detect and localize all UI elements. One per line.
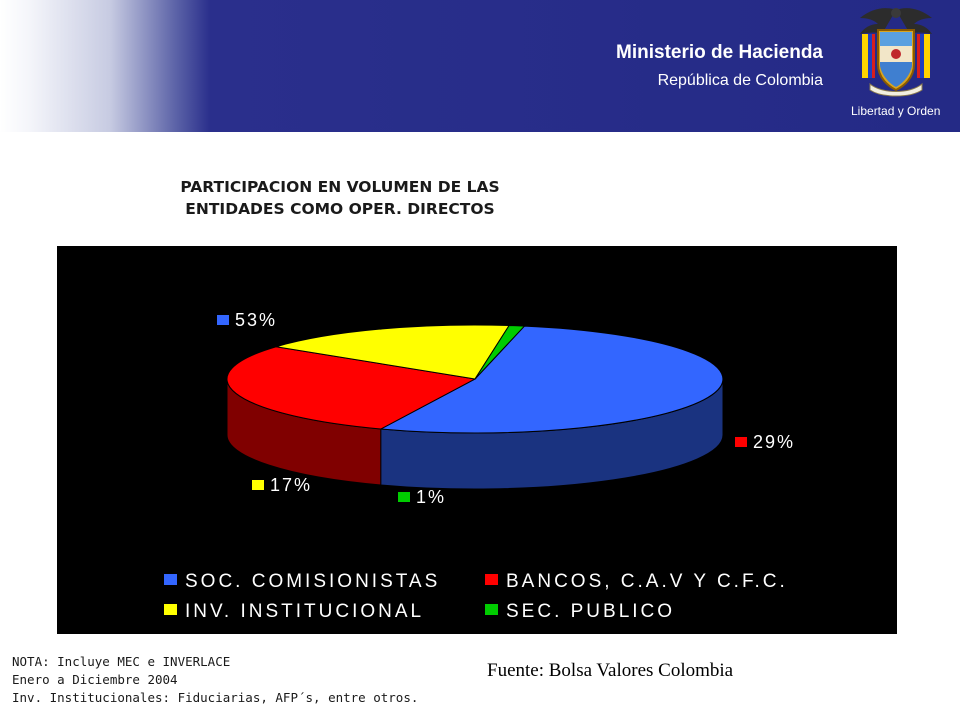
pie-chart: 53% 29% 17% 1% SOC. COMISIONISTAS BANCOS, C.A… bbox=[57, 246, 897, 634]
republic-name: República de Colombia bbox=[657, 72, 823, 89]
legend-label-3: SEC. PUBLICO bbox=[506, 601, 675, 622]
data-label-3: 1% bbox=[416, 487, 446, 507]
legend-label-2: INV. INSTITUCIONAL bbox=[185, 601, 424, 622]
data-label-2: 17% bbox=[270, 475, 312, 495]
ministry-name: Ministerio de Hacienda bbox=[616, 42, 823, 63]
data-label-swatch-3 bbox=[398, 492, 410, 502]
legend-swatch-3 bbox=[485, 604, 498, 615]
data-label-swatch-2 bbox=[252, 480, 264, 490]
pie-slice-1 bbox=[226, 346, 477, 430]
source-text: Fuente: Bolsa Valores Colombia bbox=[487, 660, 734, 681]
notes-block: NOTA: Incluye MEC e INVERLACE Enero a Di… bbox=[12, 653, 418, 707]
chart-title: PARTICIPACION EN VOLUMEN DE LAS ENTIDADE… bbox=[100, 176, 580, 220]
note-line: NOTA: Incluye MEC e INVERLACE bbox=[12, 654, 231, 669]
legend-swatch-1 bbox=[485, 574, 498, 585]
note-line: Inv. Institucionales: Fiduciarias, AFP´s… bbox=[12, 690, 419, 705]
legend-swatch-2 bbox=[164, 604, 177, 615]
motto-text: Libertad y Orden bbox=[851, 104, 941, 118]
legend-swatch-0 bbox=[164, 574, 177, 585]
data-labels: 53% 29% 17% 1% bbox=[217, 310, 795, 507]
pie-slice-3 bbox=[474, 325, 526, 380]
chart-legend: SOC. COMISIONISTAS BANCOS, C.A.V Y C.F.C.… bbox=[164, 571, 788, 622]
data-label-1: 29% bbox=[753, 432, 795, 452]
pie-slice-2 bbox=[276, 324, 511, 380]
coat-of-arms-icon bbox=[860, 8, 932, 97]
note-line: Enero a Diciembre 2004 bbox=[12, 672, 178, 687]
legend-label-0: SOC. COMISIONISTAS bbox=[185, 571, 440, 592]
header-banner: Ministerio de Hacienda República de Colo… bbox=[0, 0, 960, 132]
data-label-swatch-0 bbox=[217, 315, 229, 325]
pie-slice-0 bbox=[379, 325, 724, 434]
pie-tops bbox=[226, 324, 724, 434]
legend-label-1: BANCOS, C.A.V Y C.F.C. bbox=[506, 571, 788, 592]
data-label-swatch-1 bbox=[735, 437, 747, 447]
chart-title-line-2: ENTIDADES COMO OPER. DIRECTOS bbox=[185, 200, 495, 218]
data-label-0: 53% bbox=[235, 310, 277, 330]
chart-title-line-1: PARTICIPACION EN VOLUMEN DE LAS bbox=[180, 178, 500, 196]
pie-sides bbox=[226, 378, 724, 490]
pie-chart-svg: 53% 29% 17% 1% SOC. COMISIONISTAS BANCOS, C.A… bbox=[164, 310, 795, 622]
